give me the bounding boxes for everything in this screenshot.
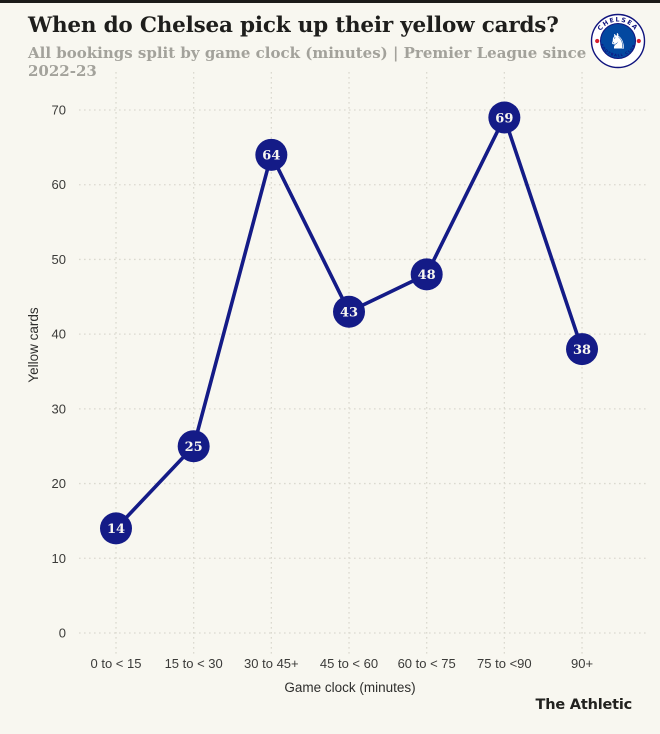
y-tick-label: 30: [52, 401, 66, 416]
data-point-marker: [410, 258, 443, 291]
x-tick-label: 15 to < 30: [165, 656, 223, 671]
y-tick-label: 20: [52, 476, 66, 491]
badge-inner-disc: [600, 23, 636, 59]
y-tick-label: 40: [52, 327, 66, 342]
x-tick-label: 90+: [571, 656, 593, 671]
chelsea-badge-icon: CHELSEA FOOTBALL CLUB ♞: [590, 13, 646, 69]
badge-rosette-left: [595, 38, 600, 44]
x-tick-label: 30 to 45+: [244, 656, 299, 671]
data-point-marker: [488, 101, 521, 134]
y-tick-label: 60: [52, 177, 66, 192]
page-subtitle: All bookings split by game clock (minute…: [28, 44, 587, 80]
badge-lion-icon: ♞: [609, 30, 628, 54]
x-tick-label: 75 to <90: [477, 656, 532, 671]
the-athletic-wordmark: The Athletic: [535, 697, 633, 713]
top-rule: [0, 0, 660, 3]
data-point-value: 25: [185, 440, 203, 455]
data-point-value: 48: [418, 268, 436, 283]
x-tick-label: 60 to < 75: [398, 656, 456, 671]
badge-rosette-right: [636, 38, 641, 44]
data-point-marker: [177, 430, 210, 463]
y-axis-title: Yellow cards: [26, 307, 41, 383]
data-point-marker: [255, 138, 288, 171]
y-tick-label: 70: [52, 103, 66, 118]
data-point-marker: [100, 512, 132, 545]
y-tick-label: 0: [59, 626, 66, 641]
y-tick-label: 10: [52, 551, 66, 566]
y-tick-label: 50: [52, 252, 66, 267]
data-point-value: 43: [340, 306, 358, 321]
x-tick-label: 45 to < 60: [320, 656, 378, 671]
x-axis-title: Game clock (minutes): [284, 680, 415, 695]
data-point-value: 69: [495, 111, 513, 126]
data-point-marker: [566, 333, 599, 366]
data-point-value: 14: [107, 522, 125, 537]
data-point-marker: [333, 295, 366, 328]
data-point-value: 64: [262, 149, 280, 164]
data-point-value: 38: [573, 343, 591, 358]
page-title: When do Chelsea pick up their yellow car…: [28, 13, 559, 38]
x-tick-label: 0 to < 15: [91, 656, 142, 671]
